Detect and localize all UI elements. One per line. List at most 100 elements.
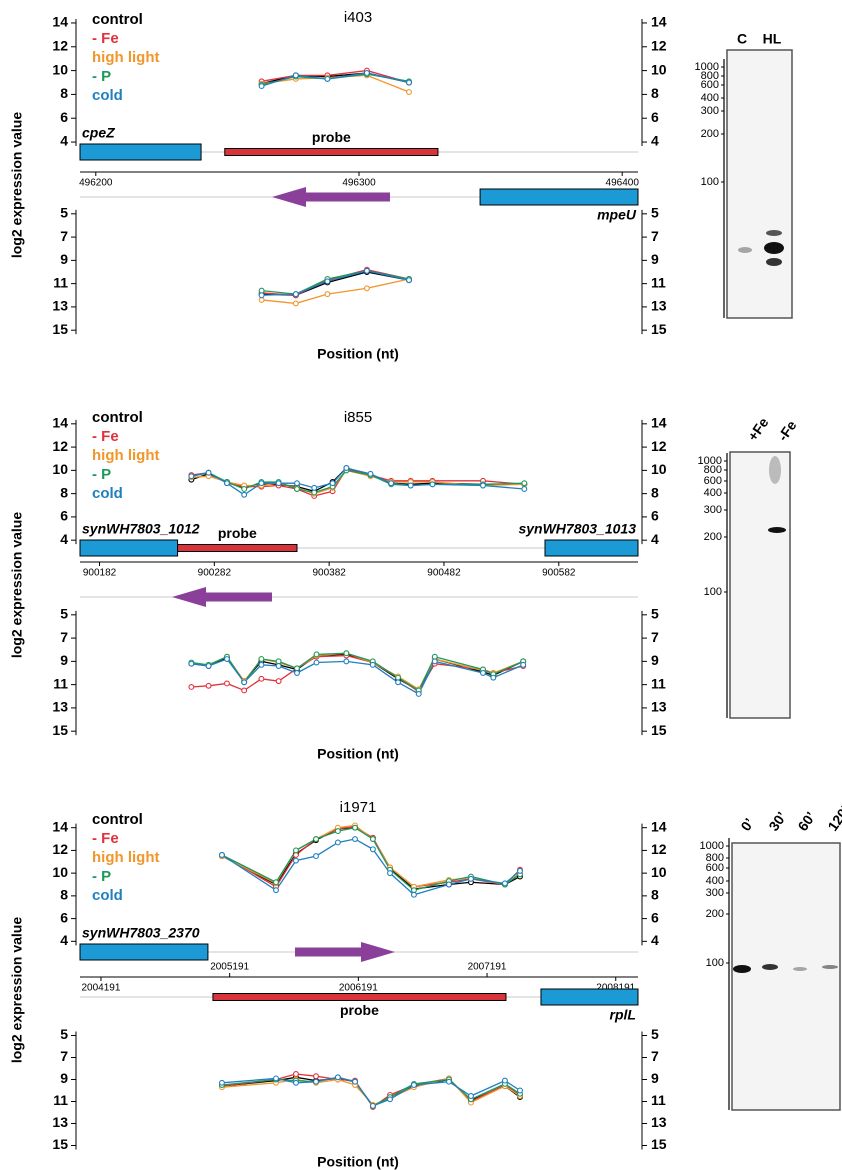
direction-arrow-head: [172, 587, 206, 607]
blot-band: [738, 247, 752, 253]
data-point: [259, 84, 264, 89]
y-tick-label: 9: [60, 1070, 68, 1086]
blot-marker-label: 300: [701, 105, 719, 117]
direction-arrow-head: [361, 942, 395, 962]
panel-title: i1971: [340, 799, 377, 816]
y-tick-label: 7: [651, 1048, 659, 1064]
y-tick-label: 4: [651, 932, 659, 948]
y-tick-label: 5: [651, 606, 659, 622]
series-line: [262, 271, 409, 294]
data-point: [259, 298, 264, 303]
y-tick-label: 5: [651, 205, 659, 221]
data-point: [344, 466, 349, 471]
y-tick-label: 7: [651, 228, 659, 244]
data-point: [312, 490, 317, 495]
data-point: [469, 1094, 474, 1099]
y-tick-label: 10: [52, 864, 68, 880]
data-point: [314, 837, 319, 842]
y-tick-label: 13: [52, 298, 68, 314]
y-tick-label: 10: [651, 61, 667, 77]
data-point: [370, 1104, 375, 1109]
gene-label: mpeU: [597, 207, 637, 223]
blot-marker-label: 300: [704, 504, 722, 516]
data-point: [259, 676, 264, 681]
y-tick-label: 5: [651, 1026, 659, 1042]
gene: [80, 540, 178, 556]
y-tick-label: 6: [60, 109, 68, 125]
y-tick-label: 10: [651, 864, 667, 880]
data-point: [412, 892, 417, 897]
data-point: [330, 481, 335, 486]
legend-entry: - Fe: [92, 30, 119, 47]
y-tick-label: 11: [53, 274, 68, 290]
data-point: [276, 664, 281, 669]
direction-arrow-head: [272, 187, 306, 207]
y-tick-label: 14: [651, 14, 667, 30]
y-tick-label: 7: [60, 228, 68, 244]
x-tick-label: 2005191: [210, 962, 249, 973]
legend-entry: high light: [92, 849, 159, 866]
blot-band: [766, 230, 782, 236]
data-point: [225, 681, 230, 686]
probe-label: probe: [340, 1002, 379, 1018]
probe: [225, 149, 438, 156]
data-point: [274, 1076, 279, 1081]
blot-marker-label: 100: [701, 176, 719, 188]
legend-entry: - P: [92, 68, 111, 85]
y-tick-label: 9: [651, 251, 659, 267]
data-point: [518, 1088, 523, 1093]
y-tick-label: 5: [60, 606, 68, 622]
y-tick-label: 13: [651, 298, 667, 314]
y-tick-label: 15: [651, 321, 667, 337]
blot-band: [768, 527, 786, 533]
legend-entry: - P: [92, 868, 111, 885]
data-point: [521, 662, 526, 667]
gene: [545, 540, 638, 556]
data-point: [259, 662, 264, 667]
y-tick-label: 8: [651, 85, 659, 101]
blot-marker-label: 400: [701, 92, 719, 104]
y-axis-label: log2 expression value: [9, 512, 25, 658]
blot-band: [766, 258, 782, 266]
data-point: [407, 90, 412, 95]
data-point: [325, 292, 330, 297]
gene: [80, 144, 201, 160]
data-point: [293, 292, 298, 297]
data-point: [314, 1079, 319, 1084]
x-axis-label: Position (nt): [317, 1154, 399, 1170]
probe: [213, 994, 506, 1001]
y-tick-label: 8: [60, 85, 68, 101]
data-point: [408, 483, 413, 488]
x-tick-label: 496300: [342, 178, 376, 189]
y-tick-label: 15: [651, 1136, 667, 1152]
blot-marker-label: 200: [701, 128, 719, 140]
data-point: [189, 685, 194, 690]
blot-marker-label: 400: [704, 487, 722, 499]
blot-band: [762, 964, 778, 970]
y-tick-label: 13: [651, 1114, 667, 1130]
y-tick-label: 11: [53, 1092, 68, 1108]
blot-lane-label: HL: [763, 31, 782, 47]
y-tick-label: 11: [651, 274, 666, 290]
data-point: [368, 471, 373, 476]
blot-marker-label: 100: [706, 957, 724, 969]
y-tick-label: 8: [651, 887, 659, 903]
y-tick-label: 13: [52, 1114, 68, 1130]
blot-band: [769, 456, 781, 484]
series-line: [191, 470, 524, 493]
y-tick-label: 15: [651, 722, 667, 738]
data-point: [294, 1072, 299, 1077]
blot-marker-label: 1000: [700, 840, 724, 852]
gene-label: synWH7803_1013: [518, 521, 636, 537]
blot-marker-label: 600: [704, 475, 722, 487]
y-tick-label: 11: [651, 1092, 666, 1108]
blot-lane-label: 60’: [794, 809, 818, 834]
panel-title: i403: [344, 9, 372, 26]
page: i403 log2 expression value Position (nt) 4 4…: [0, 0, 842, 1170]
y-tick-label: 14: [651, 818, 667, 834]
data-point: [206, 664, 211, 669]
blot-marker-label: 300: [706, 887, 724, 899]
data-point: [388, 1097, 393, 1102]
y-tick-label: 15: [52, 722, 68, 738]
y-tick-label: 8: [60, 887, 68, 903]
